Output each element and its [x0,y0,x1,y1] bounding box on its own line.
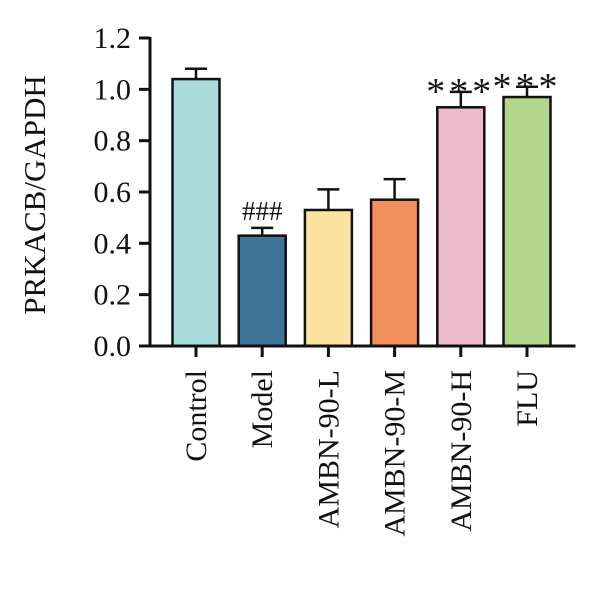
y-tick-label: 1.0 [94,73,132,106]
x-tick-label: FLU [511,370,544,427]
x-tick-label: Control [180,370,213,462]
y-tick-label: 0.6 [94,176,132,209]
y-tick-label: 0.8 [94,125,132,158]
bar-model [237,234,287,348]
bar-ambn-90-h [436,106,486,348]
significance-annotation: *** [493,66,562,108]
x-axis: Control Model AMBN-90-L AMBN-90-M AMBN-90-H F… [148,344,576,537]
significance-annotation: *** [426,71,495,113]
x-tick-label: AMBN-90-M [379,370,412,537]
y-tick-label: 0.2 [94,279,132,312]
bar-ambn-90-l [303,208,354,348]
x-tick-label: AMBN-90-H [445,370,478,532]
y-axis-label: PRKACB/GAPDH [17,75,52,314]
bars: ### ****** [171,66,562,348]
y-axis: 0.0 0.2 0.4 0.6 0.8 1.0 1.2 [94,22,152,363]
bar-flu [502,95,552,348]
y-tick-label: 1.2 [94,22,132,55]
y-tick-label: 0.4 [94,227,132,260]
x-tick-label: AMBN-90-L [312,370,345,528]
significance-annotation: ### [242,196,283,226]
bar-control [171,77,221,348]
y-tick-label: 0.0 [94,330,132,363]
x-tick-label: Model [246,370,279,448]
bar-ambn-90-m [369,198,420,348]
